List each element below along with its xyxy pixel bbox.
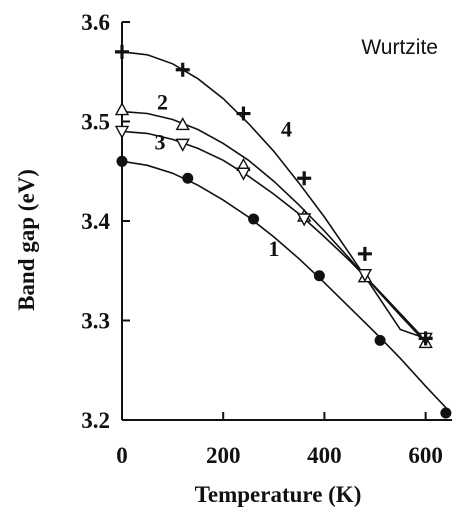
series-4-point — [357, 246, 372, 261]
curve-label-3: 3 — [154, 129, 165, 154]
series-4-point — [418, 331, 433, 346]
y-axis-label: Band gap (eV) — [14, 169, 39, 311]
y-tick-label: 3.5 — [81, 110, 110, 135]
series-2-point — [175, 117, 190, 131]
series-3-point — [114, 125, 130, 139]
curve-label-1: 1 — [268, 236, 279, 261]
x-tick-label: 200 — [206, 443, 241, 468]
y-tick-label: 3.3 — [81, 309, 110, 334]
curve-label-4: 4 — [281, 116, 292, 141]
y-tick-label: 3.6 — [81, 10, 110, 35]
series-4-line — [121, 51, 426, 340]
y-tick-label: 3.4 — [81, 209, 110, 234]
series-1-point — [313, 270, 325, 282]
series-1-point — [116, 155, 128, 167]
series-1-line — [121, 160, 452, 414]
series-1-point — [374, 334, 386, 346]
x-tick-label: 0 — [116, 443, 128, 468]
series-1-point — [440, 407, 452, 419]
series-3-point — [236, 167, 251, 181]
series-4-point — [236, 106, 251, 121]
series-4-point — [115, 44, 129, 59]
curve-label-2: 2 — [157, 90, 168, 115]
series-4-point — [297, 171, 312, 186]
x-tick-label: 400 — [307, 443, 342, 468]
chart-title: Wurtzite — [361, 36, 438, 59]
series-2-point — [114, 102, 130, 116]
series-1-point — [248, 213, 260, 225]
series-3-line — [121, 130, 427, 341]
y-tick-label: 3.2 — [81, 408, 110, 433]
x-tick-label: 600 — [408, 443, 443, 468]
series-3-point — [357, 269, 373, 283]
series-1-point — [182, 172, 194, 184]
series-3-point — [297, 213, 312, 227]
series-4-point — [175, 62, 190, 77]
x-axis-label: Temperature (K) — [195, 482, 362, 507]
series-3-point — [175, 138, 190, 152]
